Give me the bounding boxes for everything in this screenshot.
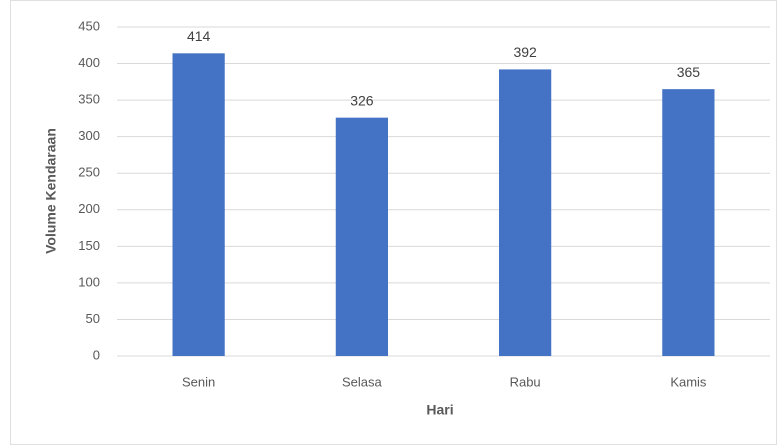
bar <box>172 53 225 356</box>
y-tick-label: 150 <box>78 238 100 253</box>
y-tick-label: 350 <box>78 92 100 107</box>
y-axis-title: Volume Kendaraan <box>43 128 59 254</box>
chart-border <box>10 0 777 445</box>
bar <box>499 69 552 356</box>
y-tick-label: 450 <box>78 18 100 33</box>
x-tick-label: Kamis <box>670 374 707 389</box>
x-tick-label: Selasa <box>342 374 383 389</box>
y-tick-label: 200 <box>78 201 100 216</box>
y-tick-label: 250 <box>78 165 100 180</box>
y-tick-label: 0 <box>93 347 100 362</box>
value-label: 365 <box>677 64 701 80</box>
x-axis-title: Hari <box>426 402 453 418</box>
bar <box>662 89 715 357</box>
value-label: 326 <box>350 92 374 108</box>
value-label: 414 <box>187 28 211 44</box>
value-label: 392 <box>513 44 537 60</box>
y-tick-label: 50 <box>86 311 100 326</box>
x-tick-label: Rabu <box>510 374 541 389</box>
y-tick-label: 100 <box>78 274 100 289</box>
y-tick-label: 400 <box>78 55 100 70</box>
y-tick-label: 300 <box>78 128 100 143</box>
bar <box>335 117 388 356</box>
x-tick-label: Senin <box>182 374 215 389</box>
